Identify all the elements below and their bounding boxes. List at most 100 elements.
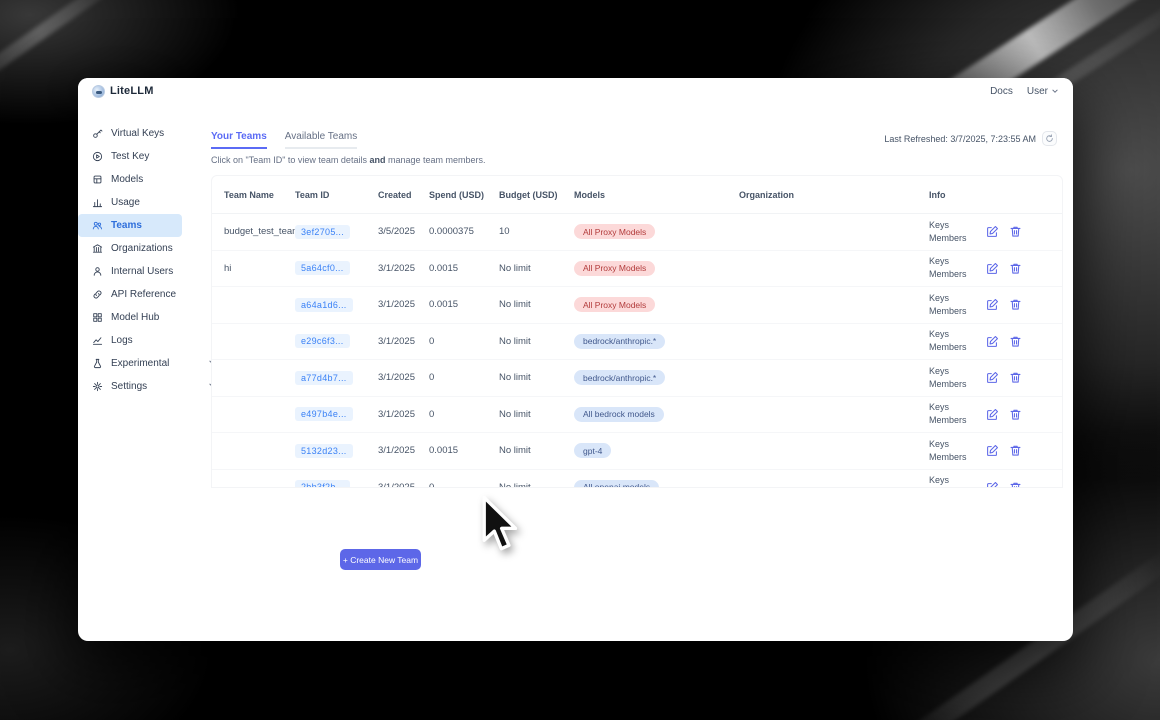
- user-menu-label: User: [1026, 85, 1048, 97]
- team-id-cell: 3ef2705...: [295, 224, 378, 239]
- sidebar-item-label: Model Hub: [111, 312, 160, 323]
- delete-team-button[interactable]: [1009, 481, 1022, 487]
- team-id-link[interactable]: e497b4e...: [295, 407, 353, 422]
- row-actions: [986, 408, 1062, 421]
- members-link[interactable]: Members: [929, 415, 967, 426]
- team-id-link[interactable]: e29c6f3...: [295, 334, 350, 349]
- members-link[interactable]: Members: [929, 269, 967, 280]
- sidebar-item-model-hub[interactable]: Model Hub: [78, 306, 182, 329]
- team-id-link[interactable]: a64a1d6...: [295, 297, 353, 312]
- sidebar-item-teams[interactable]: Teams: [78, 214, 182, 237]
- keys-link[interactable]: Keys: [929, 438, 950, 449]
- members-link[interactable]: Members: [929, 451, 967, 462]
- sidebar-item-organizations[interactable]: Organizations: [78, 237, 182, 260]
- edit-team-button[interactable]: [986, 298, 999, 311]
- info-cell: Keys Members: [929, 219, 986, 245]
- model-badge: gpt-4: [574, 443, 612, 459]
- sidebar-item-virtual-keys[interactable]: Virtual Keys: [78, 122, 182, 145]
- spend-cell: 0: [429, 335, 435, 347]
- column-header-budget-usd-: Budget (USD): [499, 189, 558, 200]
- column-header-spend-usd-: Spend (USD): [429, 189, 484, 200]
- table-row: e29c6f3... 3/1/2025 0 No limit bedrock/anthr…: [212, 324, 1062, 360]
- spend-cell: 0.0015: [429, 299, 459, 311]
- column-header-created: Created: [378, 189, 412, 200]
- models-cell: bedrock/anthropic.*: [574, 370, 739, 386]
- sidebar-item-experimental[interactable]: Experimental: [78, 352, 215, 375]
- table-row: 2bb3f2b... 3/1/2025 0 No limit All openai mo…: [212, 470, 1062, 488]
- members-link[interactable]: Members: [929, 487, 986, 488]
- team-id-link[interactable]: 2bb3f2b...: [295, 480, 351, 487]
- refresh-button[interactable]: [1042, 131, 1057, 146]
- budget-cell: No limit: [499, 299, 531, 311]
- docs-link[interactable]: Docs: [990, 85, 1013, 97]
- sidebar-item-label: Experimental: [111, 358, 170, 369]
- brand-name: LiteLLM: [110, 85, 154, 97]
- sidebar-item-settings[interactable]: Settings: [78, 375, 215, 398]
- sidebar-item-logs[interactable]: Logs: [78, 329, 182, 352]
- user-menu[interactable]: User: [1027, 86, 1059, 97]
- members-link[interactable]: Members: [929, 305, 967, 316]
- edit-team-button[interactable]: [986, 444, 999, 457]
- team-id-link[interactable]: a77d4b7...: [295, 370, 353, 385]
- edit-team-button[interactable]: [986, 262, 999, 275]
- sidebar-item-label: API Reference: [111, 289, 177, 300]
- sidebar: Virtual Keys Test Key Models Usage Teams Orga…: [78, 104, 215, 641]
- sidebar-item-label: Logs: [111, 335, 133, 346]
- members-link[interactable]: Members: [929, 378, 967, 389]
- keys-link[interactable]: Keys: [929, 365, 950, 376]
- keys-link[interactable]: Keys: [929, 256, 950, 267]
- app-logo: LiteLLM: [92, 84, 154, 98]
- budget-cell: No limit: [499, 481, 531, 488]
- edit-team-button[interactable]: [986, 225, 999, 238]
- members-link[interactable]: Members: [929, 342, 967, 353]
- spend-cell: 0: [429, 372, 435, 384]
- sidebar-item-usage[interactable]: Usage: [78, 191, 182, 214]
- bar-chart-icon: [92, 197, 103, 208]
- model-badge: All bedrock models: [574, 406, 664, 422]
- models-cell: All Proxy Models: [574, 224, 739, 240]
- create-new-team-button[interactable]: + Create New Team: [340, 549, 421, 570]
- sidebar-item-internal-users[interactable]: Internal Users: [78, 260, 182, 283]
- team-id-cell: 5132d23...: [295, 443, 378, 458]
- keys-link[interactable]: Keys: [929, 219, 950, 230]
- chevron-down-icon: [1052, 89, 1058, 93]
- models-cell: All bedrock models: [574, 406, 739, 422]
- team-id-link[interactable]: 5a64cf0...: [295, 261, 350, 276]
- models-cell: All Proxy Models: [574, 260, 739, 276]
- edit-team-button[interactable]: [986, 408, 999, 421]
- team-id-link[interactable]: 3ef2705...: [295, 224, 351, 239]
- keys-link[interactable]: Keys: [929, 329, 950, 340]
- members-link[interactable]: Members: [929, 232, 967, 243]
- team-name-cell: hi: [224, 262, 232, 274]
- model-badge: bedrock/anthropic.*: [574, 370, 666, 386]
- keys-link[interactable]: Keys: [929, 475, 950, 486]
- created-cell: 3/1/2025: [378, 299, 415, 311]
- delete-team-button[interactable]: [1009, 225, 1022, 238]
- refresh-icon: [1046, 134, 1053, 142]
- tab-available-teams[interactable]: Available Teams: [284, 131, 358, 149]
- created-cell: 3/1/2025: [378, 481, 415, 488]
- created-cell: 3/1/2025: [378, 408, 415, 420]
- delete-team-button[interactable]: [1009, 298, 1022, 311]
- delete-team-button[interactable]: [1009, 262, 1022, 275]
- tab-your-teams[interactable]: Your Teams: [211, 131, 267, 149]
- row-actions: [986, 481, 1062, 487]
- main-content: Your Teams Available Teams Click on "Team…: [210, 104, 1073, 641]
- delete-team-button[interactable]: [1009, 335, 1022, 348]
- edit-team-button[interactable]: [986, 481, 999, 487]
- keys-link[interactable]: Keys: [929, 292, 950, 303]
- sidebar-item-label: Teams: [111, 220, 142, 231]
- delete-team-button[interactable]: [1009, 371, 1022, 384]
- team-name-cell: budget_test_team: [224, 226, 295, 238]
- edit-team-button[interactable]: [986, 335, 999, 348]
- sidebar-item-api-reference[interactable]: API Reference: [78, 283, 182, 306]
- sidebar-item-models[interactable]: Models: [78, 168, 182, 191]
- team-id-link[interactable]: 5132d23...: [295, 443, 353, 458]
- table-row: hi 5a64cf0... 3/1/2025 0.0015 No limit All Pr…: [212, 251, 1062, 287]
- info-cell: Keys Members: [929, 438, 986, 464]
- delete-team-button[interactable]: [1009, 444, 1022, 457]
- sidebar-item-test-key[interactable]: Test Key: [78, 145, 182, 168]
- delete-team-button[interactable]: [1009, 408, 1022, 421]
- edit-team-button[interactable]: [986, 371, 999, 384]
- keys-link[interactable]: Keys: [929, 402, 950, 413]
